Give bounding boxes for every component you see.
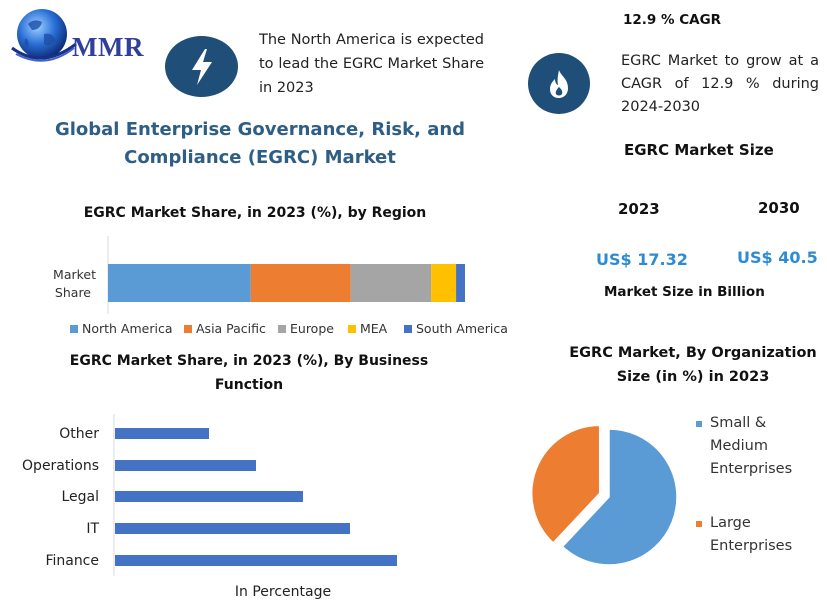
pie-slice-small-medium-enterprises [561, 428, 678, 566]
business-chart-title: EGRC Market Share, in 2023 (%), By Busin… [40, 349, 458, 397]
business-label-it: IT [86, 521, 99, 537]
legend-label-north-america: North America [82, 321, 173, 336]
cagr-title: 12.9 % CAGR [623, 12, 722, 28]
market-value-2030: US$ 40.5 [737, 248, 818, 267]
lightning-bolt-icon [165, 36, 238, 97]
region-bar-asia-pacific [250, 264, 351, 302]
business-label-other: Other [59, 426, 99, 442]
page-title-line-2: Compliance (EGRC) Market [124, 147, 396, 168]
region-category-line-2: Share [55, 285, 91, 300]
business-label-operations: Operations [22, 458, 99, 474]
business-bar-other [115, 428, 209, 439]
year-2023-label: 2023 [618, 200, 660, 218]
organization-size-pie-chart: Small & Medium Enterprises Large Enterprises [530, 415, 792, 566]
business-chart-title-line-1: EGRC Market Share, in 2023 (%), By Busin… [69, 353, 429, 369]
legend-label-asia-pacific: Asia Pacific [196, 321, 266, 336]
region-category-line-1: Market [53, 267, 96, 282]
pie-chart-title-line-2: Size (in %) in 2023 [616, 369, 770, 385]
logo: MMR [6, 4, 156, 74]
region-bar-europe [350, 264, 432, 302]
pie-chart-title: EGRC Market, By Organization Size (in %)… [562, 341, 824, 389]
region-stacked-bar-chart: Market Share North America Asia Pacific Eu… [53, 236, 508, 336]
logo-text: MMR [72, 32, 144, 62]
page-title-line-1: Global Enterprise Governance, Risk, and [54, 119, 466, 140]
pie-chart-title-line-1: EGRC Market, By Organization [569, 345, 817, 361]
region-chart-title: EGRC Market Share, in 2023 (%), by Regio… [83, 205, 427, 221]
legend-swatch-asia-pacific [184, 325, 192, 333]
legend-swatch-south-america [404, 325, 412, 333]
legend-swatch-mea [348, 325, 356, 333]
year-2030-label: 2030 [758, 199, 800, 217]
region-bar-south-america [456, 264, 465, 302]
business-function-bar-chart: Other Operations Legal IT Finance In Percent… [22, 414, 397, 600]
market-value-2023: US$ 17.32 [596, 250, 688, 269]
region-bar-mea [431, 264, 457, 302]
business-bar-finance [115, 555, 397, 566]
pie-legend-label-large-enterprises-2: Enterprises [710, 538, 792, 554]
globe-icon [11, 9, 77, 62]
business-chart-title-line-2: Function [214, 377, 284, 393]
legend-label-europe: Europe [290, 321, 334, 336]
legend-label-south-america: South America [416, 321, 508, 336]
lead-statement: The North America is expected to lead th… [259, 32, 484, 96]
page-title: Global Enterprise Governance, Risk, and … [40, 116, 480, 172]
business-bar-it [115, 523, 350, 534]
pie-slice-large-enterprises [530, 424, 601, 544]
business-label-finance: Finance [45, 553, 99, 569]
business-x-axis-label: In Percentage [235, 584, 331, 600]
legend-label-mea: MEA [360, 321, 388, 336]
market-size-title: EGRC Market Size [624, 141, 774, 159]
pie-legend-label-small-medium-enterprises-3: Enterprises [710, 461, 792, 477]
legend-swatch-europe [278, 325, 286, 333]
business-bar-legal [115, 491, 303, 502]
pie-legend-swatch-small-medium-enterprises [696, 421, 702, 427]
business-bar-operations [115, 460, 256, 471]
region-bar-north-america [108, 264, 251, 302]
pie-legend-label-small-medium-enterprises-2: Medium [710, 438, 768, 454]
pie-legend-label-small-medium-enterprises-1: Small & [710, 415, 766, 431]
cagr-description: EGRC Market to grow at a CAGR of 12.9 % … [621, 53, 819, 115]
market-size-unit: Market Size in Billion [604, 284, 765, 300]
business-label-legal: Legal [61, 489, 99, 505]
legend-swatch-north-america [70, 325, 78, 333]
pie-legend-label-large-enterprises-1: Large [710, 515, 751, 531]
flame-icon [528, 53, 590, 114]
pie-legend-swatch-large-enterprises [696, 521, 702, 527]
